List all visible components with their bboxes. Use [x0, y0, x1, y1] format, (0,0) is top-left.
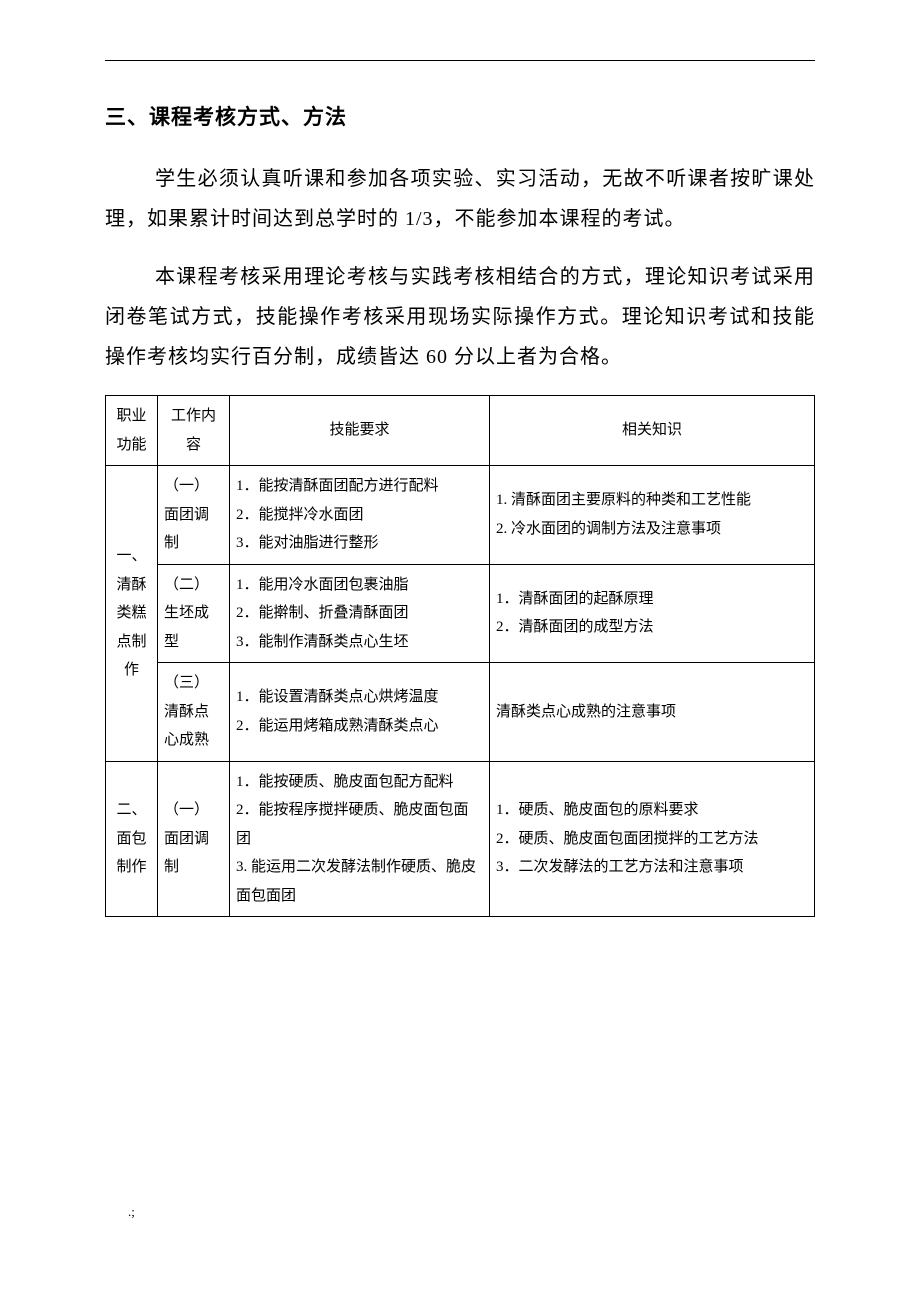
cell-know-1-3: 清酥类点心成熟的注意事项 — [490, 663, 815, 762]
cell-work-1-3: （三）清酥点心成熟 — [158, 663, 230, 762]
col-header-knowledge: 相关知识 — [490, 396, 815, 466]
cell-skill-1-1: 1．能按清酥面团配方进行配料2．能搅拌冷水面团3．能对油脂进行整形 — [230, 466, 490, 565]
col-header-function: 职业功能 — [106, 396, 158, 466]
cell-work-2-1: （一）面团调制 — [158, 761, 230, 917]
cell-know-1-2: 1．清酥面团的起酥原理2．清酥面团的成型方法 — [490, 564, 815, 663]
cell-function-2: 二、面包制作 — [106, 761, 158, 917]
table-row: 一、清酥类糕点制作 （一）面团调制 1．能按清酥面团配方进行配料2．能搅拌冷水面… — [106, 466, 815, 565]
section-title: 三、课程考核方式、方法 — [105, 101, 815, 131]
cell-function-1: 一、清酥类糕点制作 — [106, 466, 158, 762]
table-row: 二、面包制作 （一）面团调制 1．能按硬质、脆皮面包配方配料2．能按程序搅拌硬质… — [106, 761, 815, 917]
footer-mark: .; — [128, 1204, 135, 1220]
paragraph-1: 学生必须认真听课和参加各项实验、实习活动，无故不听课者按旷课处理，如果累计时间达… — [105, 159, 815, 239]
col-header-skill: 技能要求 — [230, 396, 490, 466]
cell-skill-1-3: 1．能设置清酥类点心烘烤温度2．能运用烤箱成熟清酥类点心 — [230, 663, 490, 762]
document-page: 三、课程考核方式、方法 学生必须认真听课和参加各项实验、实习活动，无故不听课者按… — [0, 0, 920, 1302]
table-header-row: 职业功能 工作内容 技能要求 相关知识 — [106, 396, 815, 466]
cell-skill-2-1: 1．能按硬质、脆皮面包配方配料2．能按程序搅拌硬质、脆皮面包面团3. 能运用二次… — [230, 761, 490, 917]
cell-work-1-2: （二）生坯成型 — [158, 564, 230, 663]
paragraph-2: 本课程考核采用理论考核与实践考核相结合的方式，理论知识考试采用闭卷笔试方式，技能… — [105, 257, 815, 377]
cell-work-1-1: （一）面团调制 — [158, 466, 230, 565]
header-rule — [105, 60, 815, 61]
cell-skill-1-2: 1．能用冷水面团包裹油脂2．能擀制、折叠清酥面团3．能制作清酥类点心生坯 — [230, 564, 490, 663]
table-row: （二）生坯成型 1．能用冷水面团包裹油脂2．能擀制、折叠清酥面团3．能制作清酥类… — [106, 564, 815, 663]
table-row: （三）清酥点心成熟 1．能设置清酥类点心烘烤温度2．能运用烤箱成熟清酥类点心 清… — [106, 663, 815, 762]
cell-know-2-1: 1．硬质、脆皮面包的原料要求2．硬质、脆皮面包面团搅拌的工艺方法3．二次发酵法的… — [490, 761, 815, 917]
skill-requirements-table: 职业功能 工作内容 技能要求 相关知识 一、清酥类糕点制作 （一）面团调制 1．… — [105, 395, 815, 917]
col-header-work: 工作内容 — [158, 396, 230, 466]
cell-know-1-1: 1. 清酥面团主要原料的种类和工艺性能2. 冷水面团的调制方法及注意事项 — [490, 466, 815, 565]
